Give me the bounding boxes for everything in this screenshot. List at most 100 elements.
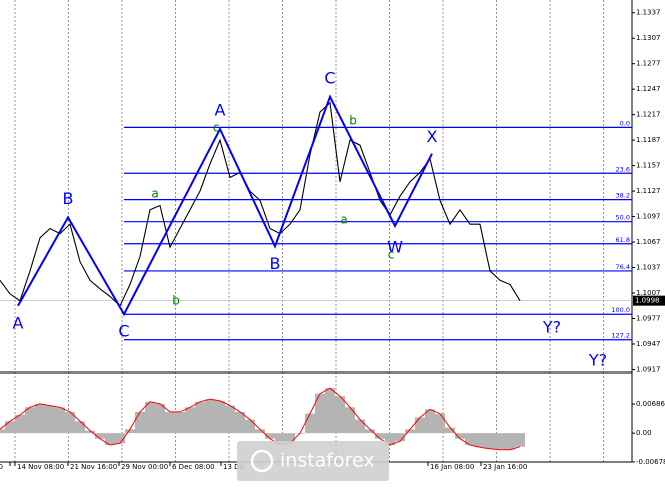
x-tick-label: 6 Dec 08:00 bbox=[172, 463, 215, 471]
wave-label: A bbox=[13, 313, 24, 332]
histogram-bar bbox=[275, 433, 285, 446]
histogram-bar bbox=[405, 429, 415, 434]
histogram-bar bbox=[165, 411, 175, 434]
histogram-bar bbox=[135, 411, 145, 434]
x-tick-label: 29 Nov 00:00 bbox=[121, 463, 168, 471]
x-tick-label: 23 Jan 16:00 bbox=[483, 463, 527, 471]
wave-label: Y? bbox=[542, 318, 561, 337]
histogram-bar bbox=[515, 433, 525, 447]
histogram-bar bbox=[115, 433, 125, 444]
wave-label: B bbox=[63, 189, 74, 208]
x-tick-label: 00 bbox=[0, 463, 3, 471]
watermark-icon bbox=[250, 449, 274, 473]
histogram-bar bbox=[345, 407, 355, 434]
histogram-bar bbox=[315, 393, 325, 434]
histogram-bar bbox=[375, 433, 385, 439]
histogram-bar bbox=[485, 433, 495, 449]
histogram-bar bbox=[0, 429, 5, 434]
histogram-bar bbox=[105, 433, 115, 446]
signal-line bbox=[0, 387, 521, 451]
y-tick-label: 1.1067 bbox=[636, 238, 661, 246]
histogram-bar bbox=[385, 433, 395, 446]
histogram-bar bbox=[325, 388, 335, 434]
histogram-bar bbox=[395, 433, 405, 442]
histogram-bar bbox=[455, 433, 465, 439]
y-tick-label: 1.1097 bbox=[636, 213, 661, 221]
histogram-bar bbox=[265, 433, 275, 439]
wave-label: C bbox=[118, 322, 129, 341]
histogram-bar bbox=[505, 433, 515, 450]
histogram-bar bbox=[425, 409, 435, 434]
wave-label: A bbox=[215, 101, 226, 120]
wave-label: C bbox=[324, 68, 335, 87]
histogram-bar bbox=[255, 429, 265, 434]
histogram-bar bbox=[55, 407, 65, 434]
histogram-bar bbox=[355, 419, 365, 434]
histogram-bar bbox=[65, 411, 75, 434]
y-tick-label: -0.00678 bbox=[636, 458, 665, 466]
histogram-bar bbox=[175, 411, 185, 434]
histogram-bar bbox=[85, 430, 95, 434]
y-tick-label: 0.00686 bbox=[636, 400, 665, 408]
watermark-box bbox=[237, 441, 389, 481]
histogram-bar bbox=[95, 433, 105, 439]
y-tick-label: 1.1157 bbox=[636, 162, 661, 170]
histogram-bar bbox=[155, 403, 165, 434]
histogram-bar bbox=[75, 421, 85, 434]
y-tick-label: 1.1307 bbox=[636, 34, 661, 42]
histogram-bar bbox=[285, 433, 295, 444]
x-tick-label: 16 Jan 08:00 bbox=[430, 463, 474, 471]
y-tick-label: 1.0977 bbox=[636, 314, 661, 322]
histogram-bar bbox=[215, 400, 225, 434]
histogram-bar bbox=[235, 411, 245, 434]
histogram-bar bbox=[15, 414, 25, 434]
pane-separator bbox=[0, 371, 632, 374]
histogram-bar bbox=[435, 413, 445, 434]
histogram-bar bbox=[195, 401, 205, 434]
y-tick-label: 1.1247 bbox=[636, 85, 661, 93]
wave-label: B bbox=[270, 254, 281, 273]
watermark-text: instaforex bbox=[280, 450, 375, 472]
fib-level-label: 23.6 bbox=[616, 165, 630, 173]
histogram-bar bbox=[45, 405, 55, 434]
y-tick-label: 1.0917 bbox=[636, 365, 661, 373]
subwave-label: c bbox=[213, 121, 220, 135]
histogram-bar bbox=[415, 417, 425, 434]
y-tick-label: 1.1187 bbox=[636, 136, 661, 144]
x-tick-label: 21 Nov 16:00 bbox=[70, 463, 117, 471]
x-tick-label: 14 Nov 08:00 bbox=[17, 463, 64, 471]
histogram-bar bbox=[495, 433, 505, 450]
fib-level-label: 61.8 bbox=[616, 236, 630, 244]
subwave-label: b bbox=[349, 114, 357, 128]
histogram-bar bbox=[475, 433, 485, 448]
histogram-bar bbox=[225, 405, 235, 434]
y-tick-label: 1.0947 bbox=[636, 340, 661, 348]
wave-label: W bbox=[387, 237, 403, 256]
fib-level-label: 127.2 bbox=[611, 332, 630, 340]
y-tick-label: 1.1037 bbox=[636, 264, 661, 272]
subwave-label: a bbox=[151, 187, 158, 201]
y-tick-label: 0.00 bbox=[636, 429, 652, 437]
histogram-bar bbox=[205, 399, 215, 434]
x-tick-label: 13 De bbox=[223, 463, 244, 471]
histogram-bar bbox=[465, 433, 475, 446]
y-tick-label: 1.1007 bbox=[636, 289, 661, 297]
histogram-bar bbox=[5, 421, 15, 434]
y-tick-label: 1.1127 bbox=[636, 187, 661, 195]
current-price-label: 1.0998 bbox=[635, 297, 660, 305]
current-price-box bbox=[633, 295, 665, 306]
histogram-bar bbox=[25, 407, 35, 434]
wave-label: X bbox=[427, 127, 438, 146]
subwave-label: c bbox=[388, 248, 395, 262]
histogram-bar bbox=[365, 429, 375, 434]
histogram-bar bbox=[145, 401, 155, 434]
wave-label: Y? bbox=[588, 351, 607, 370]
fib-level-label: 100.0 bbox=[611, 306, 630, 314]
fib-level-label: 0.0 bbox=[620, 119, 630, 127]
subwave-label: b bbox=[172, 294, 180, 308]
fib-level-label: 38.2 bbox=[616, 192, 630, 200]
y-tick-label: 1.1277 bbox=[636, 60, 661, 68]
histogram-bar bbox=[125, 429, 135, 434]
histogram-bar bbox=[335, 396, 345, 434]
